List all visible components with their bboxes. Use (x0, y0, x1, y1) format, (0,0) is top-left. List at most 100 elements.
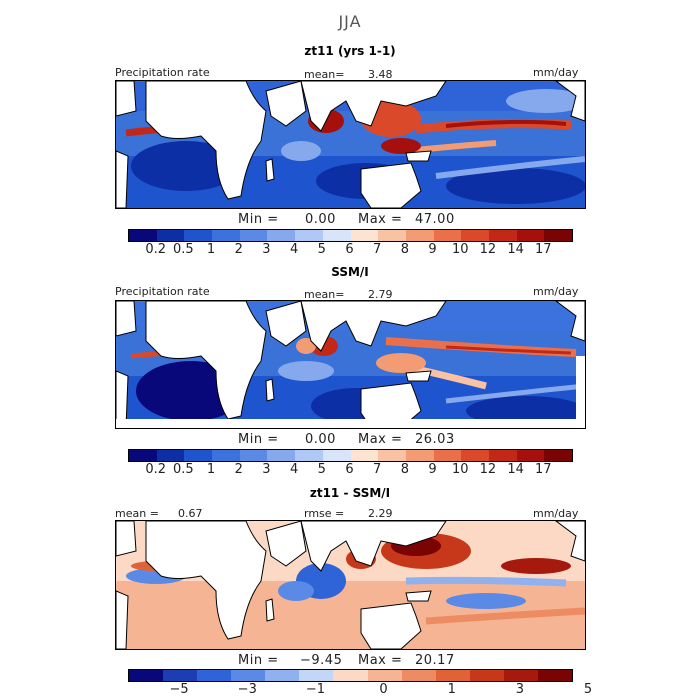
colorbar-tick-label: 9 (428, 242, 437, 257)
panel-3-min-value: −9.45 (300, 653, 343, 668)
p1-land-new-guinea (405, 150, 432, 162)
colorbar-tick-label: 3 (262, 242, 271, 257)
p2-missing-data-east (576, 356, 585, 428)
panel-2-mean-label: mean= (304, 288, 345, 301)
colorbar-tick-label: 6 (345, 242, 354, 257)
p1-land-madagascar (265, 158, 275, 182)
panel-2-units-label: mm/day (533, 285, 579, 298)
panel-3-colorbar (128, 669, 573, 682)
p2-land-new-guinea (405, 370, 432, 382)
colorbar-swatch (537, 670, 573, 681)
colorbar-swatch (231, 670, 266, 681)
p1-moist-north (506, 89, 585, 113)
p2-land-americas-east (555, 301, 585, 342)
p3-land-americas-west (116, 521, 137, 649)
panel-3-units-label: mm/day (533, 507, 579, 520)
colorbar-swatch (516, 230, 545, 241)
panel-2-mean-value: 2.79 (368, 288, 393, 301)
colorbar-tick-label: 8 (400, 462, 410, 477)
colorbar-tick-label: 7 (373, 462, 382, 477)
p3-land-americas-east (555, 521, 585, 562)
colorbar-tick-label: 1 (447, 682, 456, 697)
colorbar-swatch (350, 450, 379, 461)
colorbar-swatch (401, 670, 436, 681)
colorbar-swatch (267, 230, 296, 241)
p1-land-africa (145, 81, 267, 200)
p2-land-arabia (265, 301, 307, 347)
panel-2-variable-label: Precipitation rate (115, 285, 210, 298)
panel-2-max-value: 26.03 (415, 432, 455, 447)
panel-2-max-label: Max = (358, 432, 403, 447)
colorbar-swatch (129, 230, 157, 241)
colorbar-tick-label: 5 (317, 242, 326, 257)
panel-3-mean-label: mean = (115, 507, 159, 520)
colorbar-swatch (378, 450, 406, 461)
p1-land-arabia (265, 81, 307, 127)
p2-dry-pacific-south (466, 396, 585, 426)
colorbar-swatch (461, 450, 489, 461)
p2-land-americas-west (116, 301, 137, 428)
colorbar-swatch (435, 670, 470, 681)
colorbar-tick-label: 5 (317, 462, 326, 477)
colorbar-swatch (544, 450, 572, 461)
p2-land-madagascar (265, 378, 275, 402)
colorbar-tick-label: 7 (373, 242, 382, 257)
p2-maritime (376, 353, 426, 373)
colorbar-swatch (212, 230, 240, 241)
colorbar-swatch (156, 450, 185, 461)
panel-2-subtitle: SSM/I (331, 265, 369, 279)
panel-3-map (115, 520, 586, 650)
panel-2-colorbar (128, 449, 573, 462)
colorbar-swatch (129, 670, 164, 681)
panel-2-min-label: Min = (238, 432, 279, 447)
colorbar-tick-label: 10 (451, 242, 469, 257)
colorbar-tick-label: 6 (345, 462, 354, 477)
p2-south-band (445, 383, 585, 404)
colorbar-tick-label: 0.2 (145, 242, 167, 257)
colorbar-swatch (212, 450, 240, 461)
panel-3-rmse-label: rmse = (304, 507, 345, 520)
p2-arabian-sea (296, 338, 316, 354)
p3-indian-neg-2 (278, 581, 314, 601)
colorbar-swatch (503, 670, 538, 681)
colorbar-tick-label: 12 (479, 242, 497, 257)
p1-land-americas-east (555, 81, 585, 122)
colorbar-tick-label: 0 (379, 682, 388, 697)
colorbar-tick-label: 8 (400, 242, 410, 257)
colorbar-tick-label: 2 (234, 462, 243, 477)
p3-land-asia (300, 521, 447, 572)
colorbar-tick-label: 3 (262, 462, 271, 477)
colorbar-tick-label: 14 (507, 242, 524, 257)
colorbar-swatch (295, 230, 323, 241)
colorbar-swatch (239, 450, 268, 461)
p3-land-arabia (265, 521, 307, 567)
colorbar-swatch (350, 230, 379, 241)
colorbar-tick-label: 0.2 (145, 462, 167, 477)
panel-1-mean-value: 3.48 (368, 68, 393, 81)
panel-1-min-label: Min = (238, 212, 279, 227)
colorbar-swatch (129, 450, 157, 461)
p3-land-australia (360, 602, 422, 649)
colorbar-tick-label: 4 (289, 242, 299, 257)
colorbar-swatch (367, 670, 402, 681)
colorbar-tick-label: −5 (169, 682, 189, 697)
panel-1-colorbar (128, 229, 573, 242)
p3-land-madagascar (265, 598, 275, 622)
colorbar-tick-label: 0.5 (173, 462, 194, 477)
colorbar-tick-label: −1 (305, 682, 326, 697)
panel-1-max-label: Max = (358, 212, 403, 227)
colorbar-swatch (184, 230, 213, 241)
colorbar-swatch (516, 450, 545, 461)
colorbar-tick-label: 1 (206, 242, 216, 257)
p3-south-pacific-neg (446, 593, 526, 609)
colorbar-tick-label: 9 (428, 462, 437, 477)
colorbar-tick-label: 0.5 (173, 242, 194, 257)
colorbar-swatch (405, 450, 434, 461)
colorbar-swatch (299, 670, 334, 681)
colorbar-swatch (488, 450, 517, 461)
colorbar-tick-label: 3 (515, 682, 525, 697)
colorbar-swatch (197, 670, 232, 681)
colorbar-swatch (265, 670, 300, 681)
colorbar-tick-label: 14 (507, 462, 524, 477)
p1-dry-pacific-south (446, 168, 585, 204)
